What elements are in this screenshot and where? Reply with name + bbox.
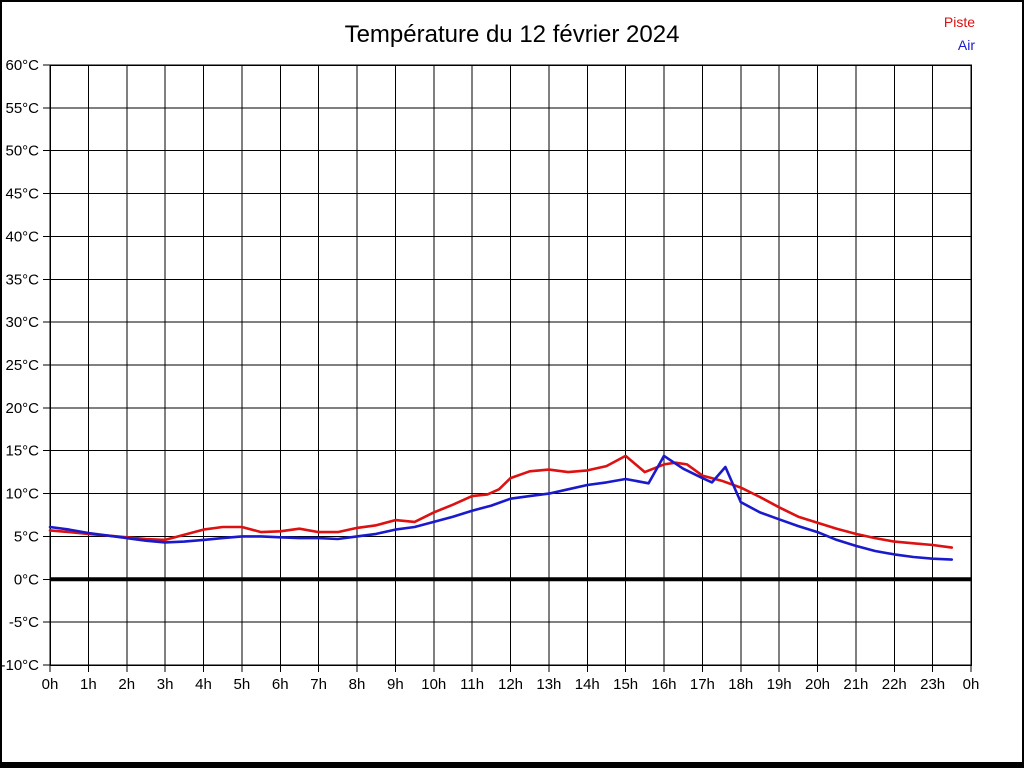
x-axis-label: 23h [920, 676, 945, 693]
y-axis-label: 35°C [5, 271, 39, 288]
y-axis-label: 20°C [5, 400, 39, 417]
legend: Piste Air [944, 11, 975, 57]
x-axis-label: 8h [349, 676, 366, 693]
chart-title: Température du 12 février 2024 [344, 21, 680, 48]
series-line-air [48, 454, 954, 561]
legend-item-piste: Piste [944, 11, 975, 34]
x-axis-label: 13h [536, 676, 561, 693]
y-axis-label: 25°C [5, 357, 39, 374]
y-axis-label: -5°C [9, 614, 39, 631]
x-axis-label: 16h [651, 676, 676, 693]
x-axis-label: 10h [421, 676, 446, 693]
y-axis-label: 30°C [5, 314, 39, 331]
y-axis-label: 10°C [5, 486, 39, 503]
x-axis-label: 17h [690, 676, 715, 693]
x-axis-label: 9h [387, 676, 404, 693]
y-axis-label: -10°C [0, 657, 39, 674]
x-axis-label: 2h [118, 676, 135, 693]
x-axis-label: 6h [272, 676, 289, 693]
x-axis-label: 0h [42, 676, 59, 693]
x-axis-label: 7h [310, 676, 327, 693]
x-axis-label: 14h [575, 676, 600, 693]
x-axis-label: 15h [613, 676, 638, 693]
x-axis-label: 18h [728, 676, 753, 693]
series-line-piste [48, 454, 954, 549]
x-axis-label: 0h [963, 676, 980, 693]
legend-label-air: Air [957, 37, 975, 53]
x-axis-label: 5h [234, 676, 251, 693]
y-axis-label: 40°C [5, 228, 39, 245]
x-axis-label: 1h [80, 676, 97, 693]
y-axis-label: 15°C [5, 443, 39, 460]
legend-item-air: Air [944, 34, 975, 57]
y-axis-label: 50°C [5, 143, 39, 160]
x-axis-label: 11h [460, 676, 484, 693]
x-axis-label: 20h [805, 676, 830, 693]
x-axis-label: 22h [882, 676, 907, 693]
y-axis-label: 45°C [5, 186, 39, 203]
x-axis-label: 3h [157, 676, 174, 693]
x-axis-label: 19h [767, 676, 792, 693]
x-axis-label: 4h [195, 676, 212, 693]
plot-frame [49, 64, 972, 666]
y-axis-label: 55°C [5, 100, 39, 117]
legend-label-piste: Piste [943, 14, 975, 30]
x-axis-label: 21h [843, 676, 868, 693]
y-axis-label: 5°C [14, 528, 39, 545]
y-axis-label: 60°C [5, 57, 39, 74]
x-axis-label: 12h [498, 676, 523, 693]
y-axis-label: 0°C [14, 571, 39, 588]
